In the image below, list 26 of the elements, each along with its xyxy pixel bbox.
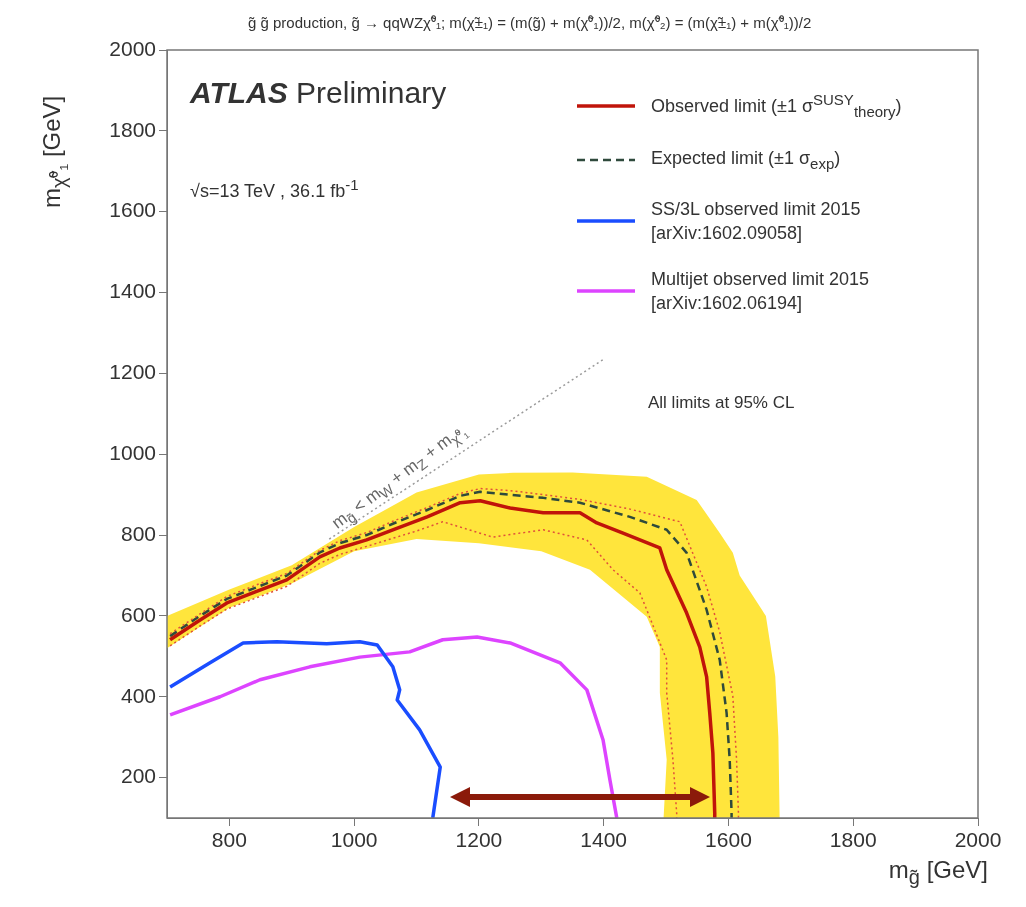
y-tick-label: 1200	[109, 360, 156, 384]
x-tick-label: 800	[211, 828, 247, 852]
y-tick-label: 1400	[109, 279, 156, 303]
legend-label: Observed limit (±1 σ$^{SUSY}$$_{theory}$)	[651, 90, 903, 122]
x-tick-label: 1000	[330, 828, 378, 852]
y-tick-label: 800	[120, 521, 156, 545]
x-tick-label: 1400	[580, 828, 628, 852]
y-tick-label: 1000	[109, 441, 156, 465]
annotation: √s=13 TeV , 36.1 fb$^{-1}$	[190, 176, 359, 202]
x-tick-label: 2000	[954, 828, 1002, 852]
y-tick-label: 600	[120, 602, 156, 626]
legend-label: Multijet observed limit 2015 [arXiv:1602.06194]	[651, 268, 871, 316]
chart-title: g̃ g̃ production, g̃ → qqWZχ̃⁰₁; m(χ̃±₁) = (m(g̃) + m(χ̃⁰₁))/2, m(χ̃⁰₂) = (m(χ̃±₁) + m(χ̃⁰₁))/2	[248, 13, 812, 32]
y-tick-label: 200	[120, 764, 156, 788]
y-tick-label: 1800	[109, 117, 156, 141]
x-axis-title: m$_{g̃}$ [GeV]	[888, 856, 988, 889]
x-tick-label: 1200	[455, 828, 503, 852]
legend-label: SS/3L observed limit 2015 [arXiv:1602.09058]	[651, 198, 862, 246]
x-tick-label: 1800	[829, 828, 877, 852]
annotation: ATLAS Preliminary	[190, 76, 447, 109]
y-tick-label: 1600	[109, 198, 156, 222]
y-tick-label: 2000	[109, 36, 156, 60]
y-tick-label: 400	[120, 683, 156, 707]
annotation: All limits at 95% CL	[648, 393, 795, 413]
x-tick-label: 1600	[705, 828, 752, 852]
legend-label: Expected limit (±1 σ$_{exp}$)	[651, 146, 842, 174]
